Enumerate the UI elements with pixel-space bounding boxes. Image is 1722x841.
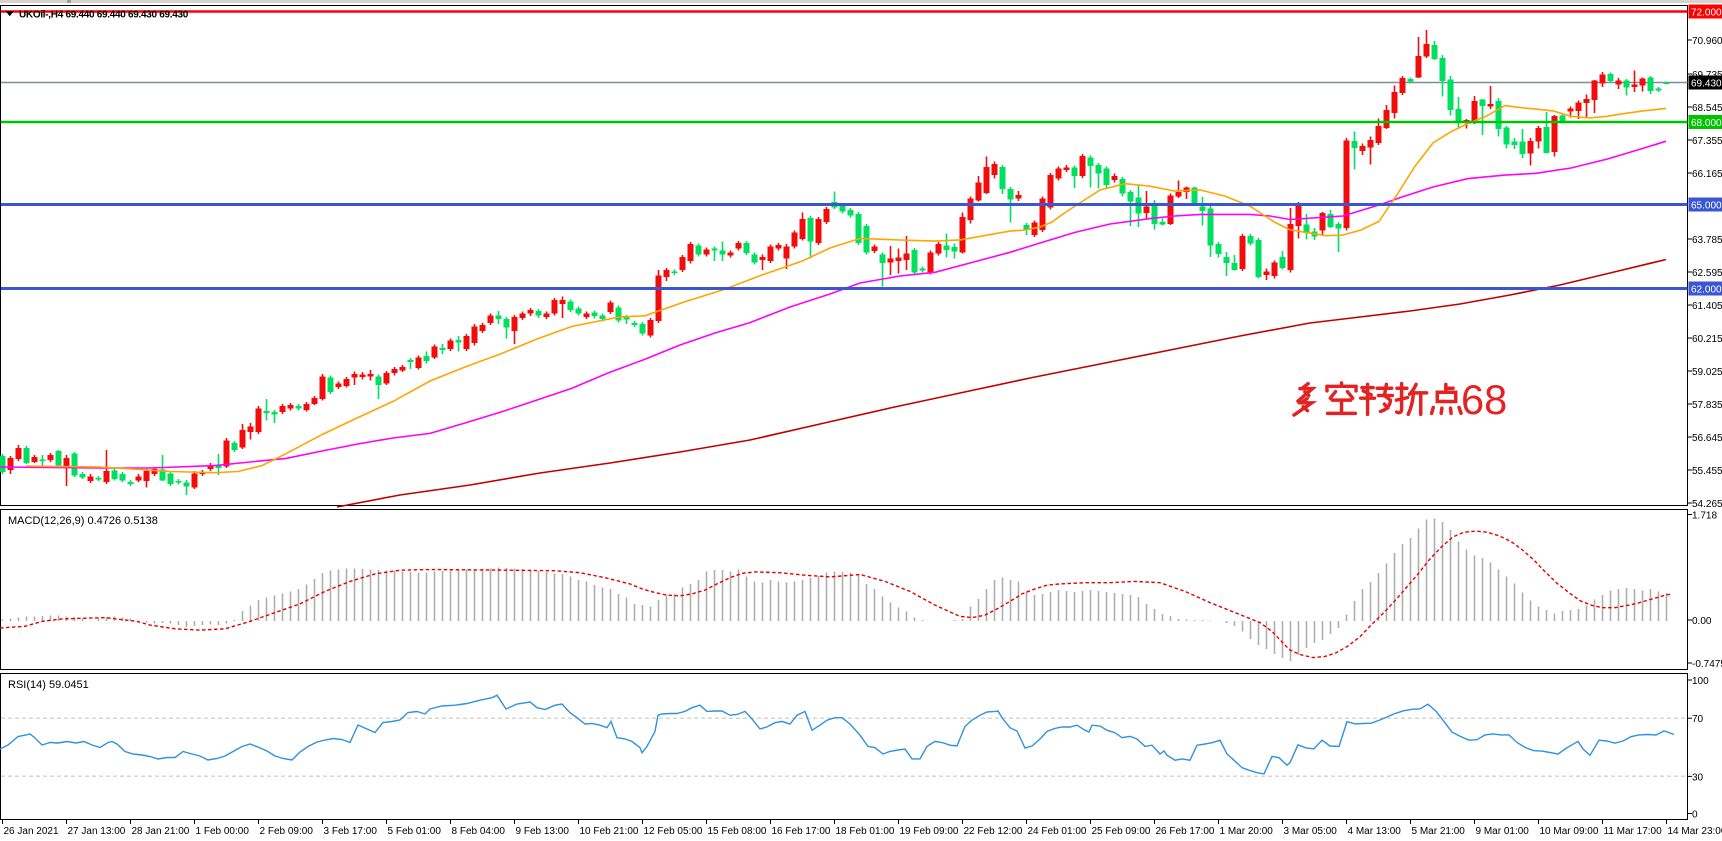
svg-text:68.545: 68.545 [1692, 103, 1722, 114]
svg-text:62.000: 62.000 [1691, 285, 1722, 296]
svg-text:UKOil-,H4 69.440 69.440 69.43: UKOil-,H4 69.440 69.440 69.430 69.430 [19, 10, 189, 21]
svg-text:2 Feb 09:00: 2 Feb 09:00 [260, 826, 314, 837]
svg-text:59.025: 59.025 [1692, 367, 1722, 378]
svg-text:12 Feb 05:00: 12 Feb 05:00 [644, 826, 703, 837]
svg-text:30: 30 [1692, 772, 1704, 783]
svg-text:16 Feb 17:00: 16 Feb 17:00 [772, 826, 831, 837]
svg-text:11 Mar 17:00: 11 Mar 17:00 [1604, 826, 1663, 837]
svg-text:55.455: 55.455 [1692, 466, 1722, 477]
svg-text:61.405: 61.405 [1692, 301, 1722, 312]
svg-text:4 Mar 13:00: 4 Mar 13:00 [1348, 826, 1402, 837]
svg-text:9 Feb 13:00: 9 Feb 13:00 [516, 826, 570, 837]
svg-text:22 Feb 12:00: 22 Feb 12:00 [964, 826, 1023, 837]
svg-text:26 Jan 2021: 26 Jan 2021 [4, 826, 59, 837]
svg-text:70: 70 [1692, 714, 1704, 725]
svg-text:15 Feb 08:00: 15 Feb 08:00 [708, 826, 767, 837]
svg-text:1 Mar 20:00: 1 Mar 20:00 [1220, 826, 1274, 837]
svg-text:5 Mar 21:00: 5 Mar 21:00 [1412, 826, 1466, 837]
svg-text:68.000: 68.000 [1691, 118, 1722, 129]
svg-text:14 Mar 23:00: 14 Mar 23:00 [1668, 826, 1722, 837]
svg-text:-0.7475: -0.7475 [1692, 659, 1722, 670]
svg-text:0: 0 [1692, 810, 1698, 821]
svg-text:0.00: 0.00 [1692, 616, 1712, 627]
svg-text:54.265: 54.265 [1692, 499, 1722, 510]
svg-text:57.835: 57.835 [1692, 400, 1722, 411]
svg-text:62.595: 62.595 [1692, 268, 1722, 279]
svg-text:68: 68 [1461, 376, 1507, 423]
svg-text:63.785: 63.785 [1692, 235, 1722, 246]
svg-text:56.645: 56.645 [1692, 433, 1722, 444]
svg-text:69.430: 69.430 [1691, 79, 1722, 90]
svg-text:70.960: 70.960 [1692, 36, 1722, 47]
svg-text:72.000: 72.000 [1691, 8, 1722, 19]
svg-text:26 Feb 17:00: 26 Feb 17:00 [1156, 826, 1215, 837]
svg-text:65.000: 65.000 [1691, 201, 1722, 212]
svg-text:RSI(14) 59.0451: RSI(14) 59.0451 [8, 679, 89, 691]
svg-text:1 Feb 00:00: 1 Feb 00:00 [196, 826, 250, 837]
svg-text:3 Mar 05:00: 3 Mar 05:00 [1284, 826, 1338, 837]
svg-text:MACD(12,26,9) 0.4726 0.5138: MACD(12,26,9) 0.4726 0.5138 [8, 515, 158, 527]
svg-text:19 Feb 09:00: 19 Feb 09:00 [900, 826, 959, 837]
svg-text:18 Feb 01:00: 18 Feb 01:00 [836, 826, 895, 837]
svg-text:3 Feb 17:00: 3 Feb 17:00 [324, 826, 378, 837]
svg-text:9 Mar 01:00: 9 Mar 01:00 [1476, 826, 1530, 837]
svg-text:100: 100 [1692, 676, 1709, 687]
svg-text:10 Mar 09:00: 10 Mar 09:00 [1540, 826, 1599, 837]
svg-text:25 Feb 09:00: 25 Feb 09:00 [1092, 826, 1151, 837]
svg-text:66.165: 66.165 [1692, 169, 1722, 180]
svg-text:60.215: 60.215 [1692, 334, 1722, 345]
svg-text:1.718: 1.718 [1692, 511, 1717, 522]
svg-text:8 Feb 04:00: 8 Feb 04:00 [452, 826, 506, 837]
svg-text:5 Feb 01:00: 5 Feb 01:00 [388, 826, 442, 837]
svg-text:10 Feb 21:00: 10 Feb 21:00 [580, 826, 639, 837]
svg-text:28 Jan 21:00: 28 Jan 21:00 [132, 826, 190, 837]
svg-text:24 Feb 01:00: 24 Feb 01:00 [1028, 826, 1087, 837]
svg-text:67.355: 67.355 [1692, 136, 1722, 147]
svg-text:27 Jan 13:00: 27 Jan 13:00 [68, 826, 126, 837]
